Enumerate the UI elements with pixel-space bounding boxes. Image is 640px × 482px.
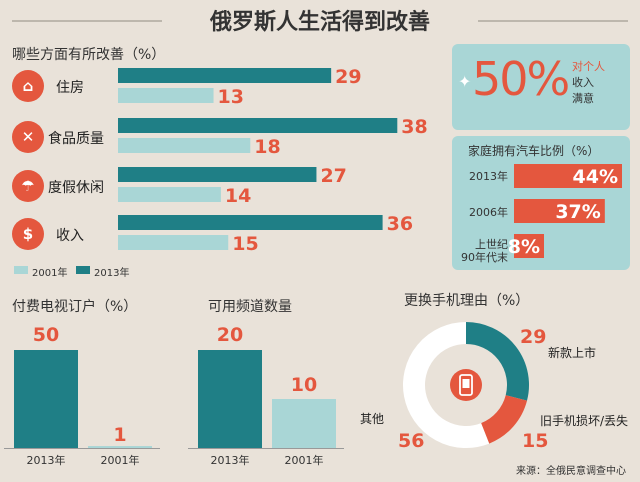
category-label-income: 收入 <box>56 228 84 244</box>
legend-label-2013: 2013年 <box>94 268 130 279</box>
bar-2013-0 <box>118 68 332 83</box>
house-icon: ⌂ <box>12 70 44 102</box>
mobile-phone-screen <box>462 379 470 388</box>
donut-slice-0 <box>465 322 529 401</box>
bar-2001-2 <box>118 187 221 202</box>
channels-year-2013: 2013年 <box>210 454 250 467</box>
category-label-food: 食品质量 <box>48 131 104 147</box>
channels-axis <box>188 448 344 449</box>
bar-2001-1 <box>118 138 251 153</box>
title-rule-left <box>12 20 162 22</box>
bar-label-2001-3: 15 <box>232 233 258 255</box>
legend-swatch-2013 <box>76 266 90 274</box>
title-rule-right <box>478 20 628 22</box>
car-bar-0 <box>514 164 622 188</box>
tv-bar-0 <box>14 350 78 448</box>
tv-year-2013: 2013年 <box>26 454 66 467</box>
donut-slice-2 <box>403 322 490 448</box>
category-label-leisure: 度假休闲 <box>48 180 104 196</box>
channels-value-2001: 10 <box>290 374 318 396</box>
tv-year-2001: 2001年 <box>100 454 140 467</box>
bar-2001-3 <box>118 235 229 250</box>
phone-value-broken: 15 <box>522 430 549 452</box>
phone-label-broken: 旧手机损坏/丢失 <box>540 414 629 428</box>
sparkle-icon: ✦ <box>458 72 472 91</box>
donut-slice-1 <box>480 394 528 444</box>
mobile-phone-body <box>459 374 473 396</box>
channels-bar-0 <box>198 350 262 448</box>
bar-label-2013-3: 36 <box>387 213 413 235</box>
fork-knife-icon: ✕ <box>12 121 44 153</box>
satisfaction-value: 50% <box>472 52 570 106</box>
bar-2013-1 <box>118 118 398 133</box>
bar-label-2001-0: 13 <box>218 86 244 108</box>
satisfaction-box <box>452 44 630 130</box>
bar-label-2001-1: 18 <box>254 136 280 158</box>
bar-label-2013-1: 38 <box>401 116 427 138</box>
bar-2013-3 <box>118 215 383 230</box>
category-label-housing: 住房 <box>56 80 84 96</box>
bar-label-2001-2: 14 <box>225 185 251 207</box>
car-bar-label-1: 37% <box>555 201 600 223</box>
improvement-label: 哪些方面有所改善（%） <box>12 47 166 63</box>
tv-value-2013: 50 <box>32 324 60 346</box>
tv-label: 付费电视订户（%） <box>12 299 138 315</box>
car-year-2013: 2013年 <box>469 170 508 183</box>
car-year-90s: 上世纪 90年代末 <box>461 238 508 264</box>
phone-value-other: 56 <box>398 430 425 452</box>
umbrella-icon: ☂ <box>12 170 44 202</box>
bar-2001-0 <box>118 88 214 103</box>
phone-label-other: 其他 <box>360 412 385 426</box>
satisfaction-line2: 收入 <box>572 76 594 89</box>
legend-label-2001: 2001年 <box>32 268 68 279</box>
bar-label-2013-0: 29 <box>335 66 361 88</box>
source-note: 来源：全俄民意调查中心 <box>516 466 626 477</box>
bar-label-2013-2: 27 <box>320 165 346 187</box>
channels-label: 可用频道数量 <box>208 299 292 315</box>
channels-year-2001: 2001年 <box>284 454 324 467</box>
car-bar-2 <box>514 234 544 258</box>
car-bar-label-2: 8% <box>508 236 540 258</box>
car-bar-label-0: 44% <box>573 166 618 188</box>
channels-bar-1 <box>272 399 336 448</box>
tv-axis <box>4 448 160 449</box>
legend-swatch-2001 <box>14 266 28 274</box>
phone-value-new: 29 <box>520 326 547 348</box>
car-year-2006: 2006年 <box>469 206 508 219</box>
satisfaction-line1: 对个人 <box>572 60 605 73</box>
phone-label-new: 新款上市 <box>548 346 597 360</box>
car-bar-1 <box>514 199 605 223</box>
page-title: 俄罗斯人生活得到改善 <box>209 10 430 35</box>
bar-2013-2 <box>118 167 317 182</box>
dollar-icon: $ <box>12 218 44 250</box>
satisfaction-line3: 满意 <box>572 92 594 105</box>
channels-value-2013: 20 <box>216 324 244 346</box>
tv-value-2001: 1 <box>113 424 127 446</box>
car-ownership-title: 家庭拥有汽车比例（%） <box>468 144 600 158</box>
phone-label: 更换手机理由（%） <box>404 293 530 309</box>
tv-bar-1 <box>88 446 152 448</box>
